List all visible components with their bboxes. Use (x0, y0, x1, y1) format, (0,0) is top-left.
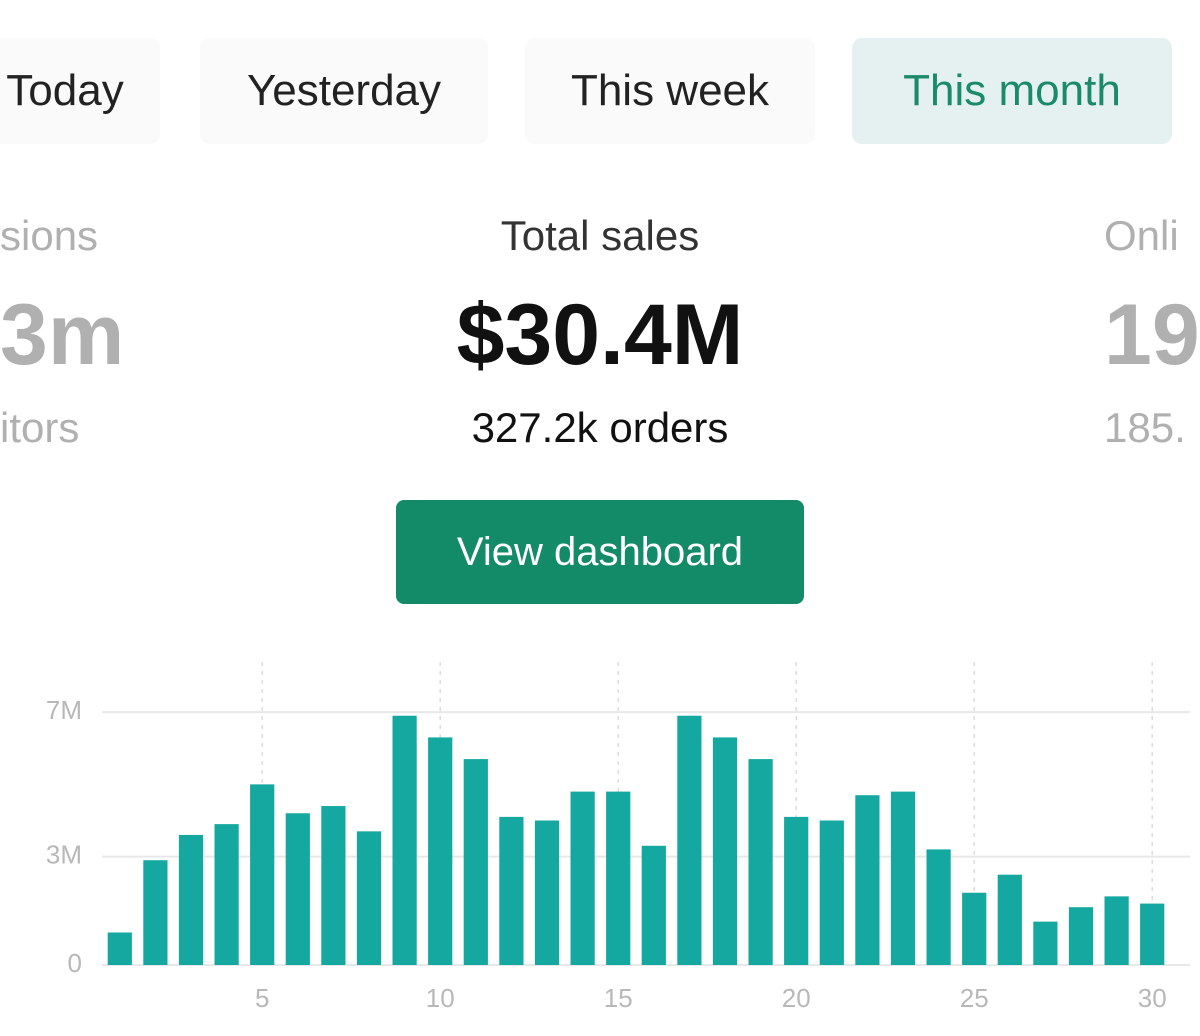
tab[interactable]: This week (525, 38, 815, 144)
x-tick-label: 5 (255, 983, 269, 1013)
bar (962, 892, 987, 965)
bar (1140, 903, 1165, 965)
chart: 0 3M 7M 5 10 15 20 25 30 (46, 662, 1190, 1013)
stat-sub: 327.2k orders (471, 404, 729, 451)
stat-sub: 185. (1104, 404, 1186, 451)
bar (855, 795, 880, 965)
stat-value: $30.4M (456, 287, 744, 383)
bar (214, 824, 239, 965)
bar (641, 845, 666, 965)
stat-value: 19 (1104, 287, 1200, 383)
bar (1104, 896, 1129, 965)
bar (250, 784, 275, 965)
stat-value: 3m (0, 287, 125, 383)
bar (1033, 921, 1058, 965)
x-tick-label: 15 (604, 983, 633, 1013)
bar (499, 816, 524, 965)
bar (285, 813, 310, 965)
bar (1068, 907, 1094, 965)
x-tick-label: 30 (1138, 983, 1167, 1013)
bar (819, 820, 844, 965)
bar (748, 759, 773, 965)
x-tick-label: 25 (960, 983, 989, 1013)
tab[interactable]: This month (852, 38, 1172, 144)
y-tick-label: 7M (46, 695, 82, 725)
bar (606, 791, 631, 965)
bar (321, 806, 346, 965)
stat-label: Total sales (500, 212, 700, 259)
bar (392, 715, 417, 965)
bar (428, 737, 453, 965)
bar (356, 831, 382, 965)
stat-sub: itors (0, 404, 80, 451)
bar (677, 715, 702, 965)
tab[interactable]: Yesterday (200, 38, 488, 144)
y-tick-label: 0 (68, 948, 82, 978)
bar (890, 791, 916, 965)
stat-label: sions (0, 212, 99, 259)
x-tick-label: 20 (782, 983, 811, 1013)
bar (178, 834, 204, 965)
bar (143, 860, 168, 965)
bar (784, 816, 809, 965)
tab[interactable]: Today (0, 38, 160, 144)
bar (926, 849, 951, 965)
bar (107, 932, 132, 965)
x-tick-label: 10 (426, 983, 455, 1013)
bar (997, 874, 1022, 965)
bar (463, 759, 488, 965)
view-dashboard-button[interactable]: View dashboard (396, 500, 804, 604)
bar (570, 791, 595, 965)
bar (534, 820, 560, 965)
bar (712, 737, 738, 965)
y-tick-label: 3M (46, 840, 82, 870)
stat-label: Onli (1104, 212, 1179, 259)
